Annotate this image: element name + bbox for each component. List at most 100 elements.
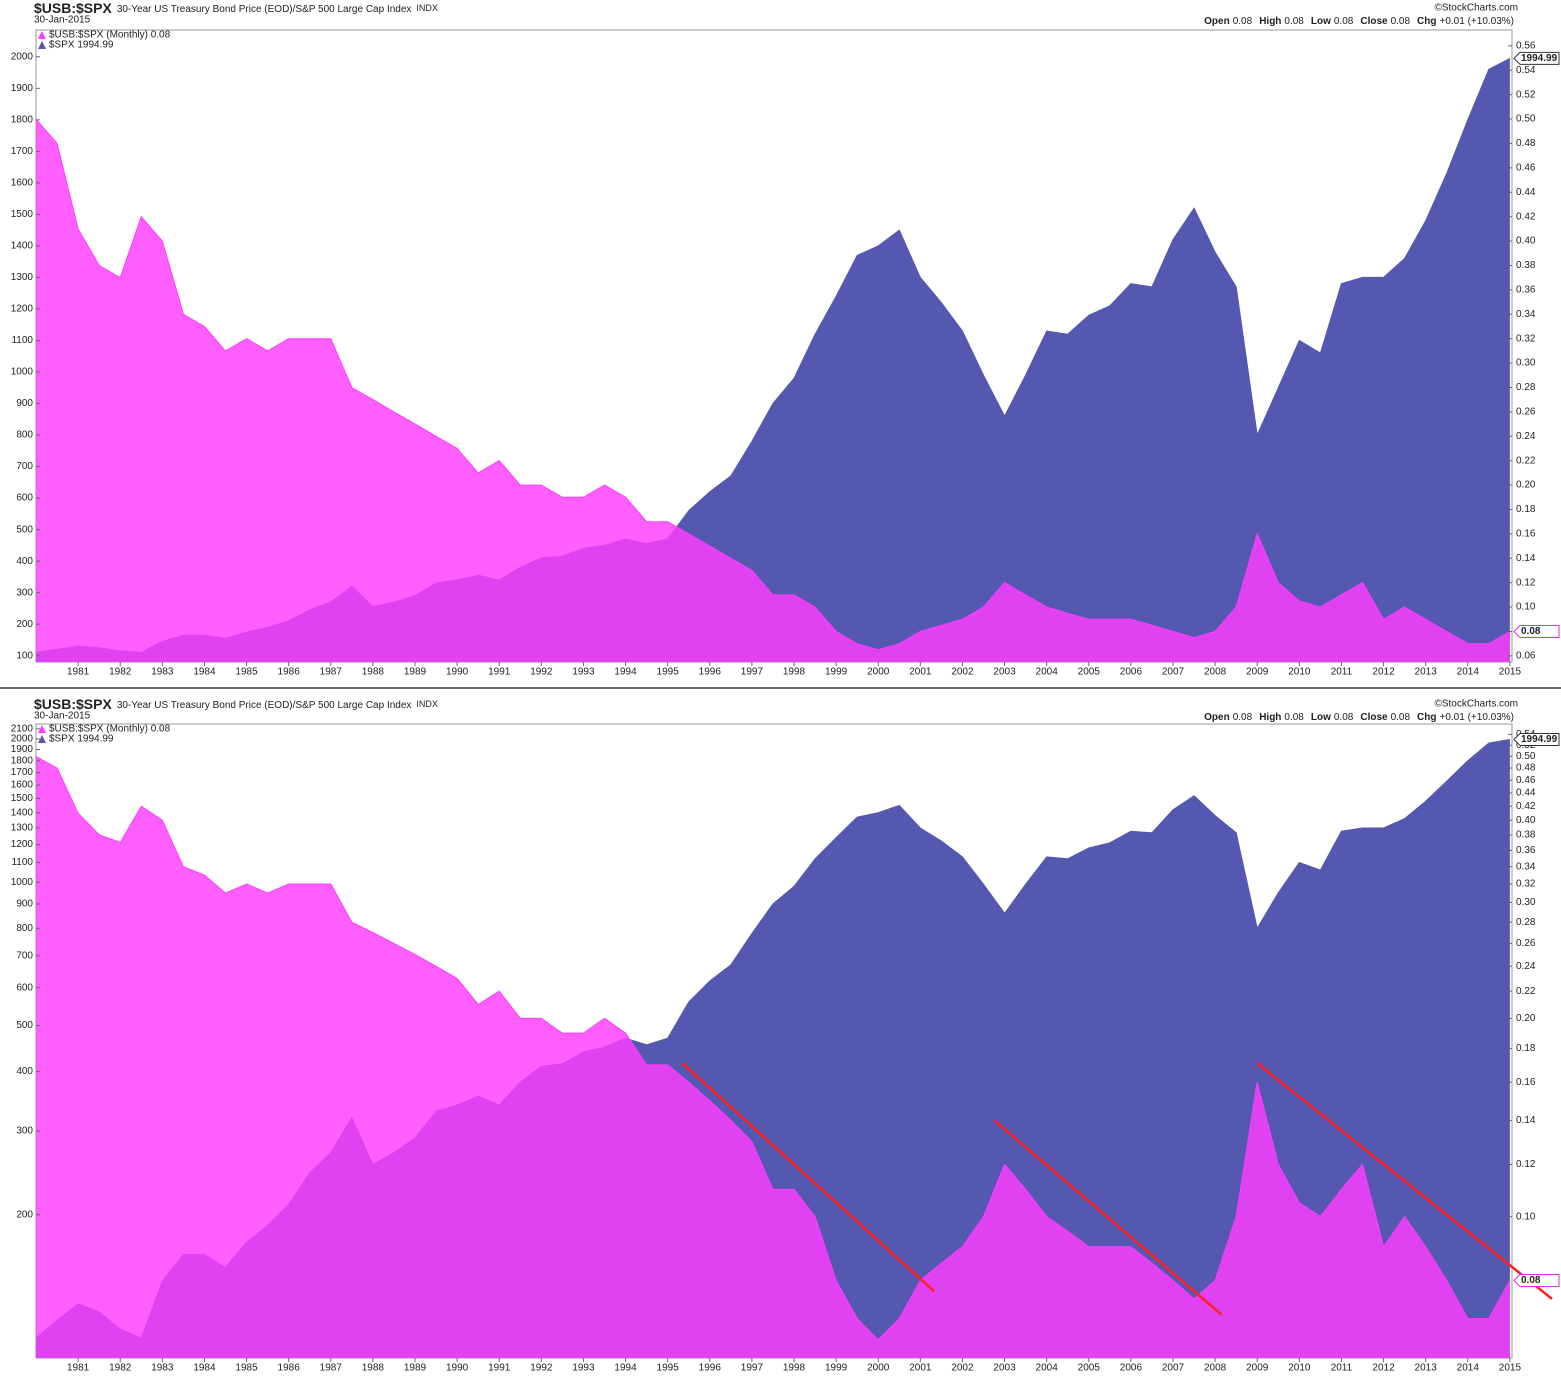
quote-label: Low [1311,16,1331,27]
y-tick-label: 1000 [11,877,34,888]
x-tick-label: 2001 [909,667,932,678]
x-tick-label: 1989 [404,1363,427,1374]
y-tick-label: 1300 [11,272,34,283]
y-tick-label: 600 [16,493,33,504]
x-tick-label: 1990 [446,1363,469,1374]
x-tick-label: 2015 [1499,667,1522,678]
x-tick-label: 1992 [530,1363,553,1374]
trend-line [681,1062,936,1293]
y-tick-label: 2100 [11,724,34,735]
y-tick-label: 1600 [11,178,34,189]
y2-tick-label: 0.30 [1516,897,1536,908]
y-tick-label: 1400 [11,807,34,818]
y2-tick-label: 0.10 [1516,602,1536,613]
y2-tick-label: 0.52 [1516,89,1536,100]
x-tick-label: 1987 [320,1363,343,1374]
y-tick-label: 1200 [11,304,34,315]
x-tick-label: 2011 [1331,1363,1353,1374]
quote-value: 0.08 [1233,16,1253,27]
y2-tick-label: 0.34 [1516,861,1536,872]
legend-swatch [38,41,46,49]
area-fill [36,756,1510,1358]
quote-value: 0.08 [1284,16,1304,27]
x-tick-label: 1984 [193,667,216,678]
quote-label: Chg [1417,16,1436,27]
x-tick-label: 1991 [488,1363,511,1374]
y-tick-label: 800 [16,923,33,934]
x-tick-label: 1997 [741,1363,764,1374]
x-tick-label: 2002 [951,667,974,678]
x-tick-label: 2015 [1499,1363,1522,1374]
x-tick-label: 1987 [320,667,343,678]
y2-tick-label: 0.14 [1516,553,1536,564]
y2-tick-label: 0.28 [1516,382,1536,393]
y-tick-label: 1300 [11,823,34,834]
x-tick-label: 2010 [1288,667,1311,678]
x-tick-label: 1990 [446,667,469,678]
y2-tick-label: 0.32 [1516,879,1536,890]
x-tick-label: 2008 [1204,667,1227,678]
y2-tick-label: 0.40 [1516,815,1536,826]
x-tick-label: 1985 [235,667,258,678]
x-tick-label: 2003 [993,1363,1016,1374]
y-tick-label: 1500 [11,209,34,220]
x-tick-label: 2013 [1415,1363,1438,1374]
x-tick-label: 1998 [783,667,806,678]
quote-label: Close [1360,16,1388,27]
y2-tick-label: 0.20 [1516,1013,1536,1024]
area-fill [36,119,1510,663]
chart-title: $USB:$SPX 30-Year US Treasury Bond Price … [34,0,438,16]
y-tick-label: 1700 [11,146,34,157]
y2-tick-label: 0.26 [1516,407,1536,418]
y2-tick-label: 0.42 [1516,801,1536,812]
y-tick-label: 500 [16,1020,33,1031]
x-tick-label: 1985 [235,1363,258,1374]
chart-panel: $USB:$SPX 30-Year US Treasury Bond Price … [11,0,1560,678]
quote-value: +0.01 (+10.03%) [1440,712,1515,723]
quote-label: Open [1204,712,1230,723]
y2-tick-label: 0.14 [1516,1115,1536,1126]
y-tick-label: 700 [16,951,33,962]
y2-tick-label: 0.28 [1516,917,1536,928]
y-tick-label: 2000 [11,51,34,62]
quote-value: 0.08 [1233,712,1253,723]
legend-label: $USB:$SPX (Monthly) 0.08 [49,30,171,41]
quote: Open 0.08 High 0.08 Low 0.08 Close 0.08 Chg +0.01… [1204,712,1514,723]
x-tick-label: 2000 [867,1363,890,1374]
y-tick-label: 300 [16,1126,33,1137]
watermark: ©StockCharts.com [1434,699,1518,710]
legend-label: $SPX 1994.99 [49,40,114,51]
chart-panel: $USB:$SPX 30-Year US Treasury Bond Price … [11,696,1560,1374]
y2-tick-label: 0.18 [1516,504,1536,515]
symbol: $USB:$SPX [34,0,112,16]
legend-swatch [38,725,46,733]
y-tick-label: 1500 [11,793,34,804]
y2-tick-label: 0.46 [1516,163,1536,174]
y2-tick-label: 0.10 [1516,1211,1536,1222]
x-tick-label: 1982 [109,1363,132,1374]
x-tick-label: 1996 [699,667,722,678]
x-tick-label: 2004 [1036,667,1059,678]
x-tick-label: 1995 [657,667,680,678]
y2-tick-label: 0.06 [1516,651,1536,662]
quote-label: Close [1360,712,1388,723]
x-tick-label: 2003 [993,667,1016,678]
quote-label: High [1259,16,1281,27]
y-tick-label: 900 [16,398,33,409]
y2-tick-label: 0.36 [1516,845,1536,856]
legend-swatch [38,31,46,39]
x-tick-label: 1986 [278,667,301,678]
y2-tick-label: 0.34 [1516,309,1536,320]
area-line [35,755,1511,1341]
exchange: INDX [416,699,438,709]
y2-tick-label: 0.12 [1516,1159,1536,1170]
y2-tick-label: 0.46 [1516,775,1536,786]
last-value-tag [1513,1273,1560,1287]
date: 30-Jan-2015 [34,711,91,722]
description: 30-Year US Treasury Bond Price (EOD)/S&P… [117,700,412,711]
y2-tick-label: 0.38 [1516,830,1536,841]
x-tick-label: 1994 [614,667,637,678]
x-tick-label: 1986 [278,1363,301,1374]
symbol: $USB:$SPX [34,696,112,712]
y-tick-label: 100 [16,650,33,661]
